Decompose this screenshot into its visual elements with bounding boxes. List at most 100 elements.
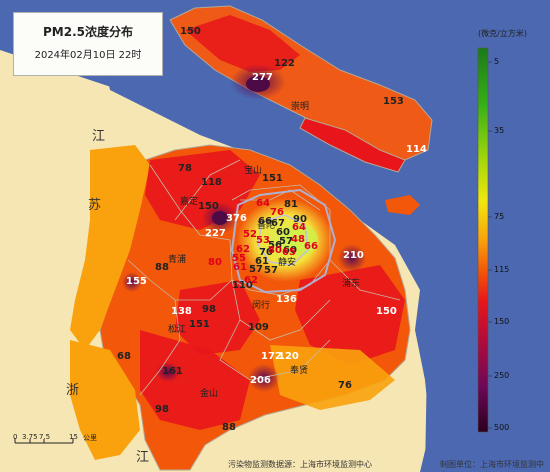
value-label: 88 <box>155 262 169 273</box>
value-label: 60 <box>276 227 290 238</box>
red-zone-2 <box>175 280 260 355</box>
value-label: 66 <box>258 216 272 227</box>
value-label: 376 <box>226 213 247 224</box>
scale-tick: 15 <box>69 433 78 441</box>
southwest-area <box>70 340 140 460</box>
place-label: 宝山 <box>244 166 263 176</box>
legend-tick: 250 <box>494 371 510 380</box>
legend-bar <box>477 47 489 433</box>
place-label: 静安 <box>278 258 297 268</box>
value-label: 68 <box>117 351 131 362</box>
value-label: 56 <box>268 240 282 251</box>
geo-label-su: 苏 <box>88 198 102 213</box>
value-label: 150 <box>376 306 397 317</box>
value-label: 62 <box>244 275 258 286</box>
geo-label-zhe: 浙 <box>66 383 80 398</box>
value-label: 80 <box>268 245 282 256</box>
place-label: 崇明 <box>291 102 310 112</box>
chongming-core <box>185 15 300 72</box>
value-label: 65 <box>282 247 296 258</box>
value-label: 151 <box>262 173 283 184</box>
value-label: 55 <box>232 253 246 264</box>
value-label: 206 <box>250 375 271 386</box>
value-label: 78 <box>178 163 192 174</box>
footer-source: 污染物监测数据源：上海市环境监测中心 <box>228 460 372 469</box>
value-label: 277 <box>252 72 273 83</box>
value-label: 62 <box>236 244 250 255</box>
value-label: 61 <box>233 262 247 273</box>
hengsha-island <box>385 195 420 215</box>
value-label: 120 <box>278 351 299 362</box>
red-zone-3 <box>295 265 405 365</box>
value-label: 80 <box>208 257 222 268</box>
value-label: 109 <box>248 322 269 333</box>
outer-ring-road <box>230 188 337 294</box>
place-label: 松江 <box>168 325 187 335</box>
value-label: 210 <box>343 250 364 261</box>
value-label: 57 <box>279 236 293 247</box>
value-label: 150 <box>198 201 219 212</box>
geo-label-jiang: 江 <box>92 129 106 144</box>
scale-tick: 7.5 <box>39 433 51 441</box>
legend-tick: 75 <box>494 212 505 221</box>
scale-tick: 0 <box>13 433 18 441</box>
value-label: 90 <box>293 214 307 225</box>
district-boundaries <box>127 159 401 396</box>
value-label: 76 <box>270 207 284 218</box>
west-area <box>70 145 150 350</box>
value-label: 227 <box>205 228 226 239</box>
value-label: 61 <box>255 256 269 267</box>
place-label: 嘉定 <box>180 197 199 207</box>
legend-tick: 500 <box>494 423 510 432</box>
value-label: 118 <box>201 177 222 188</box>
value-label: 57 <box>249 264 263 275</box>
value-label: 57 <box>264 265 278 276</box>
map-datetime: 2024年02月10日 22时 <box>34 50 142 61</box>
scale-bar <box>14 438 74 444</box>
value-label: 76 <box>338 380 352 391</box>
place-label: 普陀 <box>257 221 276 231</box>
legend-tick: 115 <box>494 265 510 274</box>
legend-tick: 35 <box>494 126 505 135</box>
value-label: 155 <box>126 276 147 287</box>
scale-unit: 公里 <box>83 434 97 442</box>
value-label: 48 <box>291 234 305 245</box>
place-label: 浦东 <box>342 279 361 289</box>
value-label: 64 <box>256 198 270 209</box>
inner-ring-road <box>257 214 309 266</box>
scale-tick: 3.75 <box>22 433 38 441</box>
value-label: 88 <box>222 422 236 433</box>
legend-unit: (微克/立方米) <box>478 29 527 38</box>
place-label: 奉贤 <box>290 366 309 376</box>
legend-tick: 5 <box>494 57 500 66</box>
geo-label-jiang2: 江 <box>136 450 150 465</box>
map-title: PM2.5浓度分布 <box>43 25 133 39</box>
value-label: 122 <box>274 58 295 69</box>
legend-tick: 150 <box>494 317 510 326</box>
place-label: 闵行 <box>252 301 271 311</box>
place-label: 青浦 <box>168 255 187 265</box>
value-label: 150 <box>180 26 201 37</box>
value-label: 53 <box>256 235 270 246</box>
place-label: 金山 <box>200 389 219 399</box>
value-label: 81 <box>284 199 298 210</box>
value-label: 70 <box>259 247 273 258</box>
value-label: 98 <box>202 304 216 315</box>
red-zone-4 <box>140 330 250 430</box>
value-label: 136 <box>276 294 297 305</box>
value-label: 153 <box>383 96 404 107</box>
footer-maker: 制图单位：上海市环境监测中心 <box>440 460 544 472</box>
value-label: 98 <box>155 404 169 415</box>
value-label: 64 <box>292 222 306 233</box>
value-label: 60 <box>283 245 297 256</box>
value-label: 110 <box>232 280 253 291</box>
value-label: 67 <box>271 218 285 229</box>
value-label: 151 <box>189 319 210 330</box>
value-label: 66 <box>304 241 318 252</box>
title-box: PM2.5浓度分布 2024年02月10日 22时 <box>13 12 163 76</box>
orange-zone-south <box>270 345 395 410</box>
value-label: 52 <box>243 229 257 240</box>
value-label: 161 <box>162 366 183 377</box>
